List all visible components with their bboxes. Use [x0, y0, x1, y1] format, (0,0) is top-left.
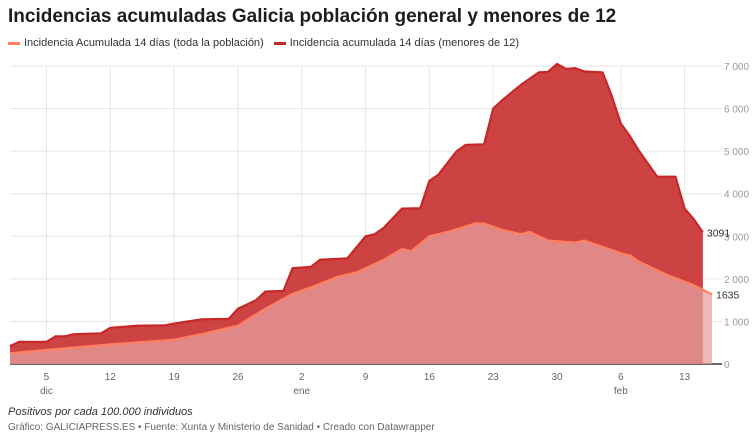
y-tick-label: 1 000 — [724, 317, 749, 328]
y-tick-label: 3 000 — [724, 232, 749, 243]
legend-label: Incidencia Acumulada 14 días (toda la po… — [24, 37, 264, 49]
x-month-label: ene — [293, 386, 310, 397]
x-tick-label: 13 — [679, 372, 691, 383]
end-label: 3091 — [707, 227, 731, 239]
x-month-label: dic — [40, 386, 53, 397]
legend-item-general: Incidencia Acumulada 14 días (toda la po… — [8, 37, 264, 49]
x-tick-label: 5 — [44, 372, 50, 383]
legend-label: Incidencia acumulada 14 días (menores de… — [289, 37, 520, 49]
line-menores — [9, 62, 704, 348]
x-tick-label: 9 — [363, 372, 369, 383]
y-tick-label: 2 000 — [724, 275, 749, 286]
x-tick-label: 19 — [169, 372, 181, 383]
chart-title: Incidencias acumuladas Galicia población… — [8, 6, 617, 27]
y-tick-label: 7 000 — [724, 62, 749, 73]
x-tick-label: 2 — [299, 372, 305, 383]
y-tick-label: 5 000 — [724, 147, 749, 158]
y-tick-label: 0 — [724, 360, 730, 371]
chart-note: Positivos por cada 100.000 individuos — [8, 406, 193, 418]
legend-item-menores: Incidencia acumulada 14 días (menores de… — [273, 37, 520, 49]
x-tick-label: 16 — [424, 372, 436, 383]
x-tick-label: 26 — [232, 372, 244, 383]
chart-source: Gráfico: GALICIAPRESS.ES • Fuente: Xunta… — [8, 422, 435, 433]
legend: Incidencia Acumulada 14 días (toda la po… — [8, 37, 519, 49]
area-general — [10, 223, 712, 364]
y-tick-label: 4 000 — [724, 190, 749, 201]
x-tick-label: 12 — [105, 372, 117, 383]
x-tick-label: 30 — [551, 372, 563, 383]
x-tick-label: 6 — [618, 372, 624, 383]
x-tick-label: 23 — [488, 372, 500, 383]
legend-swatch — [273, 41, 286, 45]
line-general — [9, 222, 713, 355]
y-tick-label: 6 000 — [724, 105, 749, 116]
legend-swatch — [8, 41, 20, 45]
end-label: 1635 — [716, 289, 740, 301]
x-month-label: feb — [614, 386, 628, 397]
